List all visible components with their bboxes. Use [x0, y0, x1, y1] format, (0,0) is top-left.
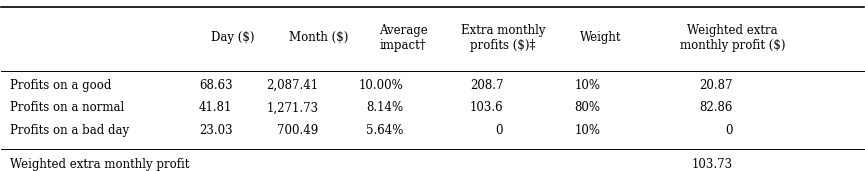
Text: 10%: 10%: [574, 124, 600, 137]
Text: Average
impact†: Average impact†: [379, 24, 427, 52]
Text: 41.81: 41.81: [199, 101, 233, 114]
Text: 80%: 80%: [574, 101, 600, 114]
Text: 1,271.73: 1,271.73: [266, 101, 318, 114]
Text: 700.49: 700.49: [278, 124, 318, 137]
Text: 8.14%: 8.14%: [366, 101, 403, 114]
Text: 20.87: 20.87: [699, 79, 733, 92]
Text: Profits on a normal: Profits on a normal: [10, 101, 125, 114]
Text: Profits on a good: Profits on a good: [10, 79, 112, 92]
Text: Weight: Weight: [580, 31, 621, 44]
Text: 10.00%: 10.00%: [358, 79, 403, 92]
Text: Weighted extra
monthly profit ($): Weighted extra monthly profit ($): [680, 24, 785, 52]
Text: Month ($): Month ($): [289, 31, 349, 44]
Text: 2,087.41: 2,087.41: [266, 79, 318, 92]
Text: 68.63: 68.63: [199, 79, 233, 92]
Text: 82.86: 82.86: [699, 101, 733, 114]
Text: 5.64%: 5.64%: [366, 124, 403, 137]
Text: Weighted extra monthly profit: Weighted extra monthly profit: [10, 158, 189, 171]
Text: 103.6: 103.6: [470, 101, 503, 114]
Text: 208.7: 208.7: [470, 79, 503, 92]
Text: Day ($): Day ($): [211, 31, 254, 44]
Text: 0: 0: [725, 124, 733, 137]
Text: Extra monthly
profits ($)‡: Extra monthly profits ($)‡: [461, 24, 546, 52]
Text: 0: 0: [496, 124, 503, 137]
Text: Profits on a bad day: Profits on a bad day: [10, 124, 129, 137]
Text: 23.03: 23.03: [199, 124, 233, 137]
Text: 103.73: 103.73: [691, 158, 733, 171]
Text: 10%: 10%: [574, 79, 600, 92]
